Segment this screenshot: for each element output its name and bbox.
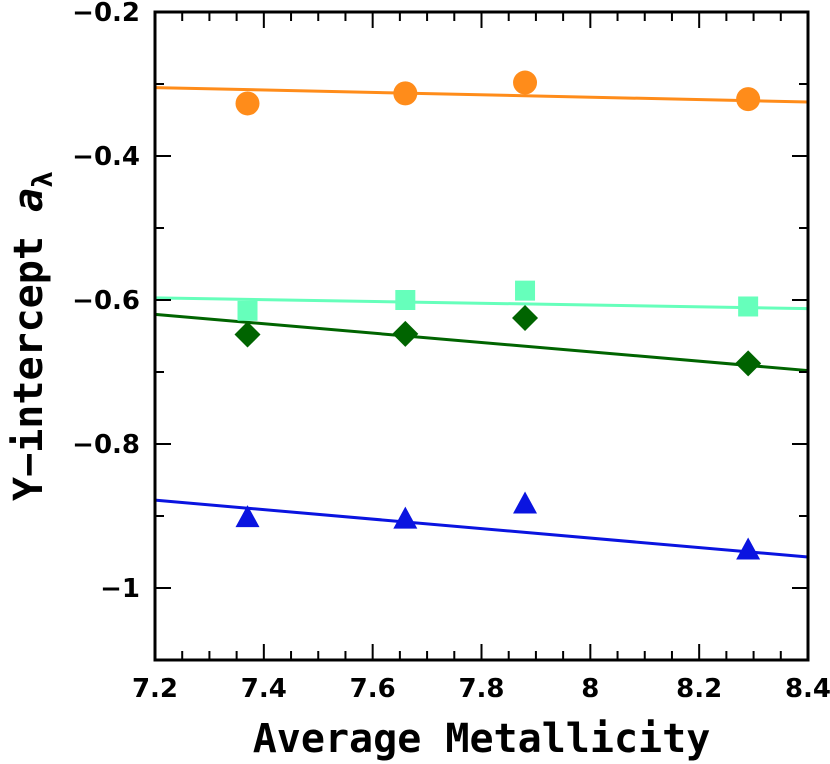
x-tick-label: 7.2: [132, 674, 178, 704]
y-axis-label: Y−intercept aλ: [6, 171, 59, 501]
fit-line-triangle: [154, 498, 809, 559]
y-tick-labels: −0.2 −0.4 −0.6 −0.8 −1: [72, 0, 140, 604]
axis-ticks: [154, 11, 809, 660]
square-point: [395, 290, 416, 310]
y-tick-label: −1: [100, 574, 140, 604]
x-tick-label: 7.8: [458, 674, 504, 704]
y-tick-label: −0.4: [72, 142, 140, 172]
triangle-point: [736, 537, 761, 560]
x-tick-label: 8.4: [785, 674, 830, 704]
circle-point: [393, 81, 418, 106]
y-tick-label: −0.2: [72, 0, 140, 28]
fit-line-square: [154, 296, 809, 311]
x-axis-label: Average Metallicity: [253, 716, 711, 762]
circle-point: [513, 70, 538, 95]
triangle-point: [513, 491, 538, 514]
triangle-point: [393, 506, 418, 529]
fit-line-diamond: [154, 312, 809, 373]
diamond-point: [234, 321, 261, 348]
x-tick-label: 7.6: [350, 674, 396, 704]
x-tick-labels: 7.2 7.4 7.6 7.8 8 8.2 8.4: [132, 674, 830, 704]
x-tick-label: 7.4: [241, 674, 287, 704]
y-axis-label-sub: λ: [26, 171, 59, 188]
data-points: [234, 70, 762, 560]
x-tick-label: 8.2: [676, 674, 722, 704]
triangle-point: [235, 505, 260, 528]
y-tick-label: −0.8: [72, 430, 140, 460]
diamond-point: [735, 350, 762, 377]
y-tick-label: −0.6: [72, 286, 140, 316]
square-point: [237, 300, 258, 321]
circle-point: [736, 87, 761, 112]
diamond-point: [512, 305, 539, 331]
fit-lines: [154, 86, 809, 559]
plot-frame: [153, 10, 810, 662]
square-point: [515, 280, 536, 301]
y-axis-label-main: Y−intercept: [6, 212, 52, 501]
diamond-point: [392, 320, 419, 347]
y-axis-label-var: a: [6, 188, 52, 212]
circle-point: [235, 91, 260, 116]
x-tick-label: 8: [581, 674, 599, 704]
square-point: [738, 296, 759, 317]
fit-line-circle: [154, 86, 809, 104]
